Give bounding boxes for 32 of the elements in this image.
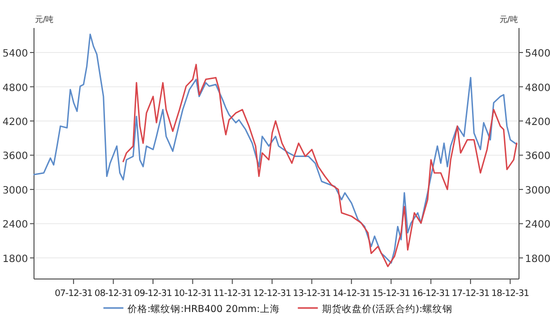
x-tick-label: 15-12-31 (372, 289, 410, 299)
x-tick-label: 12-12-31 (253, 289, 291, 299)
legend-label: 期货收盘价(活跃合约):螺纹钢 (322, 303, 453, 315)
y-tick-label: 4800 (2, 82, 28, 94)
x-tick-label: 13-12-31 (292, 289, 331, 299)
x-tick-label: 08-12-31 (94, 289, 132, 299)
y2-tick-label: 4200 (525, 116, 550, 128)
y2-tick-label: 4800 (525, 82, 550, 94)
x-tick-label: 09-12-31 (134, 289, 172, 299)
y2-axis-title: 元/吨 (499, 15, 518, 24)
y2-tick-label: 2400 (525, 220, 550, 231)
line-series (33, 34, 518, 264)
y2-tick-label: 3600 (525, 151, 550, 162)
line-series (122, 64, 518, 268)
y-tick-label: 3600 (2, 151, 28, 162)
x-tick-label: 07-12-31 (54, 289, 92, 299)
y-axis-title: 元/吨 (35, 15, 54, 24)
y2-tick-label: 3000 (525, 185, 550, 196)
y-tick-label: 3000 (2, 185, 28, 196)
y-tick-label: 2400 (2, 220, 28, 231)
y2-tick-label: 1800 (525, 254, 550, 265)
x-tick-label: 17-12-31 (452, 289, 490, 299)
x-tick-label: 16-12-31 (412, 289, 450, 299)
y-tick-label: 1800 (2, 254, 28, 265)
x-tick-label: 10-12-31 (174, 289, 212, 299)
y-tick-label: 5400 (2, 48, 28, 60)
y2-tick-label: 5400 (525, 48, 550, 60)
x-tick-label: 11-12-31 (213, 289, 252, 299)
legend-label: 价格:螺纹钢:HRB400 20mm:上海 (126, 303, 280, 315)
x-tick-label: 18-12-31 (491, 289, 530, 299)
y-tick-label: 4200 (2, 116, 28, 128)
x-tick-label: 14-12-31 (332, 289, 370, 299)
